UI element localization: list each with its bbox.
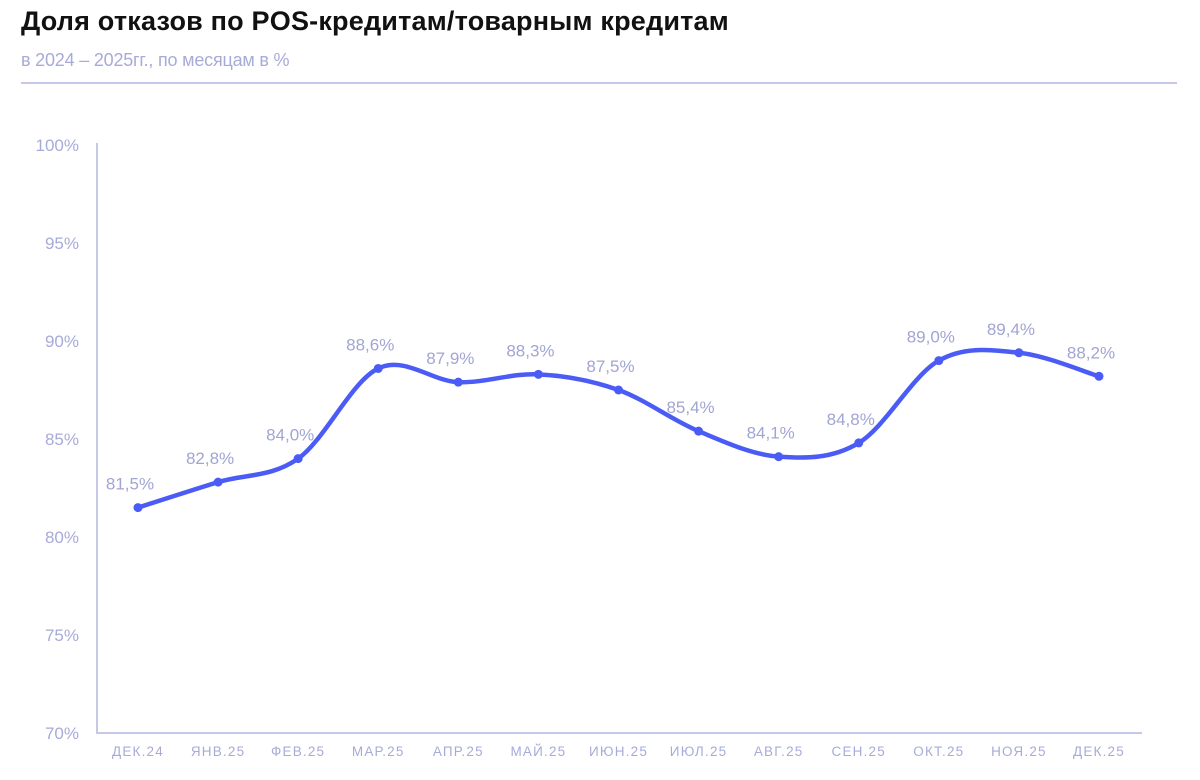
x-tick-label: МАЙ.25 — [510, 744, 566, 759]
chart-title: Доля отказов по POS-кредитам/товарным кр… — [21, 6, 729, 36]
x-tick-label: ДЕК.25 — [1073, 744, 1125, 759]
x-tick-label: СЕН.25 — [832, 744, 886, 759]
x-axis: ДЕК.24 ЯНВ.25 ФЕВ.25 МАР.25 АПР.25 МАЙ.25 ИЮН.… — [96, 732, 1142, 759]
data-point-marker — [774, 452, 784, 462]
chart-subtitle: в 2024 – 2025гг., по месяцам в % — [21, 50, 290, 70]
x-tick-label: ИЮН.25 — [589, 744, 648, 759]
x-tick-label: АПР.25 — [433, 744, 484, 759]
data-label: 81,5% — [106, 475, 154, 494]
y-axis: 70% 75% 80% 85% 90% 95% 100% — [36, 136, 98, 743]
data-label: 85,4% — [666, 398, 714, 417]
data-point-marker — [854, 438, 864, 448]
data-label: 89,0% — [907, 328, 955, 347]
data-label: 84,8% — [827, 410, 875, 429]
x-tick-label: ИЮЛ.25 — [670, 744, 728, 759]
data-label: 89,4% — [987, 320, 1035, 339]
data-label: 88,3% — [506, 341, 554, 360]
y-tick-label: 75% — [45, 626, 79, 645]
data-label: 84,0% — [266, 426, 314, 445]
x-tick-label: АВГ.25 — [754, 744, 804, 759]
data-point-marker — [614, 385, 623, 395]
data-point-marker — [373, 363, 383, 373]
x-tick-label: МАР.25 — [352, 744, 405, 759]
data-point-marker — [293, 454, 303, 464]
y-tick-label: 70% — [45, 724, 79, 743]
y-tick-label: 80% — [45, 528, 79, 547]
x-tick-label: ЯНВ.25 — [191, 744, 245, 759]
data-label: 88,6% — [346, 335, 394, 354]
y-tick-label: 85% — [45, 430, 79, 449]
data-label: 87,5% — [586, 357, 634, 376]
data-point-marker — [533, 369, 543, 379]
x-tick-label: ДЕК.24 — [112, 744, 164, 759]
data-label: 88,2% — [1067, 343, 1115, 362]
data-series — [133, 347, 1104, 513]
y-tick-label: 95% — [45, 234, 79, 253]
data-labels: 81,5% 82,8% 84,0% 88,6% 87,9% 88,3% 87,5% 85,4%… — [106, 320, 1115, 494]
data-point-marker — [133, 503, 143, 513]
data-point-marker — [1014, 348, 1024, 358]
x-tick-label: НОЯ.25 — [991, 744, 1047, 759]
data-label: 87,9% — [426, 349, 474, 368]
data-point-marker — [1094, 371, 1104, 381]
y-tick-label: 100% — [36, 136, 79, 155]
data-point-marker — [453, 377, 463, 387]
data-label: 84,1% — [747, 424, 795, 443]
data-point-marker — [213, 477, 223, 487]
data-point-marker — [934, 356, 944, 366]
y-tick-label: 90% — [45, 332, 79, 351]
x-tick-label: ОКТ.25 — [913, 744, 964, 759]
data-label: 82,8% — [186, 449, 234, 468]
data-point-marker — [694, 426, 704, 436]
header-divider — [21, 82, 1177, 84]
x-tick-label: ФЕВ.25 — [271, 744, 325, 759]
